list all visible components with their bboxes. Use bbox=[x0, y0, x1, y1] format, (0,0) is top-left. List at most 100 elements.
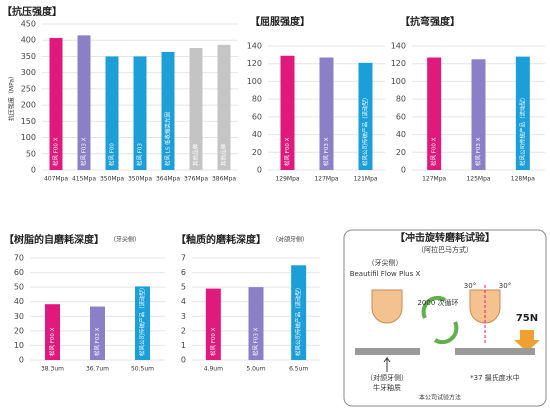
y-tick-label: 300 bbox=[21, 68, 36, 77]
y-tick-label: 0 bbox=[257, 166, 262, 175]
bar bbox=[205, 288, 221, 360]
y-tick-label: 0 bbox=[19, 356, 24, 365]
bar-label: 松风 F03 X bbox=[322, 137, 330, 166]
label: 30° bbox=[499, 282, 511, 290]
bar bbox=[77, 35, 91, 170]
y-tick-label: 60 bbox=[14, 268, 24, 277]
bar bbox=[280, 55, 295, 170]
bar-label: 松风公司传统产品（流动型） bbox=[138, 284, 146, 356]
bar-label: 松风 LS 低收缩类光固 bbox=[164, 111, 172, 166]
y-tick-label: 120 bbox=[391, 59, 406, 68]
bar-label: 松风 F00 X bbox=[52, 137, 60, 166]
y-tick-label: 400 bbox=[21, 36, 36, 45]
value-label: 386Mpa bbox=[212, 176, 236, 183]
bar-label: 松风公司传统产品（流动型） bbox=[361, 94, 369, 166]
y-tick-label: 40 bbox=[252, 130, 262, 139]
bar bbox=[161, 51, 175, 170]
bar-label: 松风 F00 X bbox=[283, 137, 291, 166]
value-label: 6.5um bbox=[289, 366, 308, 373]
y-tick-label: 70 bbox=[14, 254, 24, 263]
y-tick-label: 80 bbox=[252, 95, 262, 104]
label: （牙尖侧） bbox=[368, 258, 403, 267]
chart-subtitle: （牙尖侧） bbox=[110, 236, 140, 244]
value-label: 364Mpa bbox=[156, 176, 180, 183]
y-tick-label: 100 bbox=[21, 133, 36, 142]
value-label: 127Mpa bbox=[422, 176, 446, 183]
diagram-subtitle: （阿拉巴马方式） bbox=[417, 245, 473, 254]
y-tick-label: 0 bbox=[31, 166, 36, 175]
bar-label: 松风公司传统产品（流动型） bbox=[294, 284, 302, 356]
y-tick-label: 4 bbox=[181, 297, 186, 306]
label: 牛牙釉质 bbox=[373, 383, 401, 392]
chart-subtitle: （对颌牙侧） bbox=[272, 236, 308, 244]
bar-label: 松风 F03 bbox=[136, 143, 144, 166]
bar-label: 松风 F00 X bbox=[48, 327, 56, 356]
y-tick-label: 60 bbox=[396, 112, 406, 121]
arrow bbox=[433, 321, 459, 345]
bar-label: 松风 F03 X bbox=[474, 137, 482, 166]
label: 30° bbox=[464, 282, 476, 290]
value-label: 350Mpa bbox=[128, 176, 152, 183]
y-axis-label: 抗压强度（MPa） bbox=[8, 73, 16, 121]
label: Beautifil Flow Plus X bbox=[350, 270, 421, 278]
bar bbox=[358, 62, 373, 171]
value-label: 407Mpa bbox=[44, 176, 68, 183]
value-label: 129Mpa bbox=[275, 176, 299, 183]
y-tick-label: 50 bbox=[14, 283, 24, 292]
y-tick-label: 40 bbox=[14, 297, 24, 306]
bar bbox=[45, 304, 60, 360]
y-tick-label: 10 bbox=[14, 341, 24, 350]
y-tick-label: 450 bbox=[21, 20, 36, 29]
bar bbox=[427, 57, 442, 171]
label: 2000 次循环 bbox=[417, 298, 458, 307]
note: 本公司试验方法 bbox=[419, 394, 461, 402]
bar-label: 其他品牌 bbox=[220, 143, 228, 166]
value-label: 121Mpa bbox=[353, 176, 377, 183]
arrow bbox=[421, 295, 447, 319]
y-tick-label: 20 bbox=[252, 148, 262, 157]
y-tick-label: 60 bbox=[252, 112, 262, 121]
y-tick-label: 350 bbox=[21, 52, 36, 61]
label: *37 摄氏度水中 bbox=[470, 373, 520, 382]
bar bbox=[217, 44, 231, 170]
y-tick-label: 30 bbox=[14, 312, 24, 321]
bar-label: 其他品牌 bbox=[192, 143, 200, 166]
y-tick-label: 2 bbox=[181, 326, 186, 335]
y-tick-label: 20 bbox=[396, 148, 406, 157]
label: 75N bbox=[516, 313, 538, 324]
y-tick-label: 140 bbox=[247, 42, 262, 51]
bar-label: 松风公司传统产品（流动型） bbox=[518, 94, 526, 166]
value-label: 50.5um bbox=[131, 366, 154, 373]
value-label: 36.7um bbox=[86, 366, 109, 373]
chart-title: 【屈服强度】 bbox=[250, 15, 310, 28]
value-label: 128Mpa bbox=[511, 176, 535, 183]
value-label: 4.9um bbox=[204, 366, 223, 373]
bar bbox=[189, 48, 203, 170]
chart-title: 【树脂的自磨耗深度】 bbox=[4, 233, 104, 246]
y-tick-label: 3 bbox=[181, 312, 186, 321]
bar bbox=[133, 56, 147, 170]
bar bbox=[49, 37, 63, 170]
y-tick-label: 140 bbox=[391, 42, 406, 51]
y-tick-label: 7 bbox=[181, 254, 186, 263]
y-tick-label: 100 bbox=[247, 77, 262, 86]
y-tick-label: 150 bbox=[21, 117, 36, 126]
y-tick-label: 80 bbox=[396, 95, 406, 104]
bar-label: 松风 F00 X bbox=[430, 137, 438, 166]
tooth-upper bbox=[371, 289, 403, 324]
bar-label: 松风 F03 X bbox=[252, 327, 260, 356]
y-tick-label: 5 bbox=[181, 283, 186, 292]
y-tick-label: 20 bbox=[14, 326, 24, 335]
value-label: 38.3um bbox=[41, 366, 64, 373]
value-label: 376Mpa bbox=[184, 176, 208, 183]
value-label: 127Mpa bbox=[314, 176, 338, 183]
y-tick-label: 120 bbox=[247, 59, 262, 68]
y-tick-label: 0 bbox=[181, 356, 186, 365]
value-label: 125Mpa bbox=[466, 176, 490, 183]
bar-label: 松风 F00 bbox=[108, 143, 116, 166]
y-tick-label: 6 bbox=[181, 268, 186, 277]
diagram-frame bbox=[343, 229, 547, 407]
bar-label: 松风 F03 X bbox=[93, 327, 101, 356]
bar bbox=[471, 59, 486, 170]
